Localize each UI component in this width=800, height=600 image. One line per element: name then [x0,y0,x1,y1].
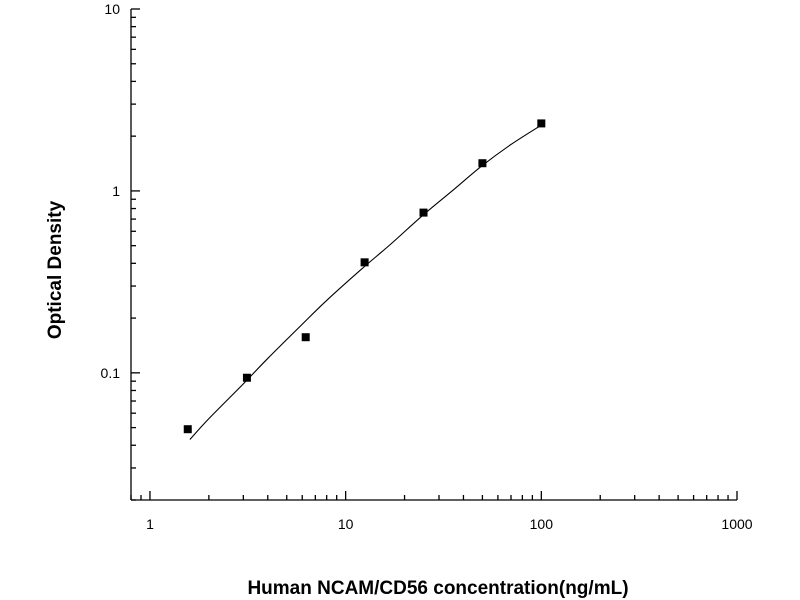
fit-curve-layer [189,124,542,440]
x-tick-label: 10 [338,516,354,532]
y-tick-label: 0.1 [101,365,121,381]
y-tick-label: 10 [104,1,120,17]
data-point [360,258,369,267]
data-point [478,159,487,168]
data-point [537,119,546,128]
fit-curve-line [189,124,542,440]
x-tick-label: 1000 [721,516,752,532]
data-point [419,208,428,217]
data-points-layer [183,119,546,434]
data-point [183,425,192,434]
data-point [301,333,310,342]
data-point [242,373,251,382]
y-tick-label: 1 [112,183,120,199]
x-axis-title: Human NCAM/CD56 concentration(ng/mL) [247,578,628,599]
axes: 1 10 100 1000 0.1 1 10 [101,1,753,532]
x-tick-label: 100 [530,516,554,532]
x-tick-label: 1 [146,516,154,532]
y-axis-title: Optical Density [45,200,66,339]
